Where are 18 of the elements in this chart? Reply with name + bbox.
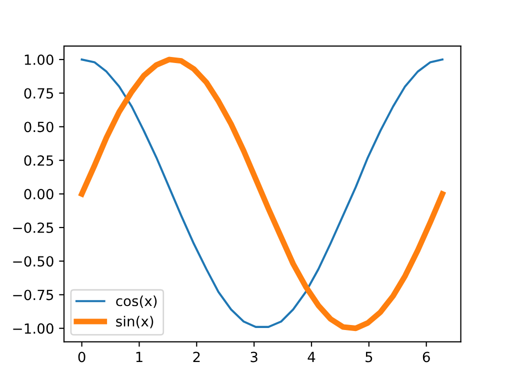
- y-tick-label: 1.00: [24, 54, 54, 65]
- y-tick-label: −1.00: [13, 323, 54, 334]
- x-tick-label: 1: [136, 352, 142, 362]
- x-tick-label: 3: [250, 352, 258, 362]
- y-tick-label: −0.50: [13, 256, 54, 267]
- x-tick-label: 2: [193, 352, 200, 362]
- y-tick-label: 0.75: [24, 88, 54, 99]
- x-tick-label: 5: [366, 352, 372, 362]
- y-tick-label: −0.75: [13, 290, 54, 300]
- y-tick-label: 0.00: [24, 188, 54, 200]
- y-tick-label: 0.50: [24, 122, 54, 132]
- legend-label: cos(x): [116, 295, 157, 308]
- legend-label: sin(x): [116, 316, 154, 328]
- x-tick-label: 0: [78, 352, 86, 362]
- x-tick-label: 4: [308, 352, 316, 362]
- y-tick-label: 0.25: [24, 155, 54, 166]
- y-tick-label: −0.25: [13, 222, 54, 233]
- x-tick-label: 6: [422, 352, 430, 362]
